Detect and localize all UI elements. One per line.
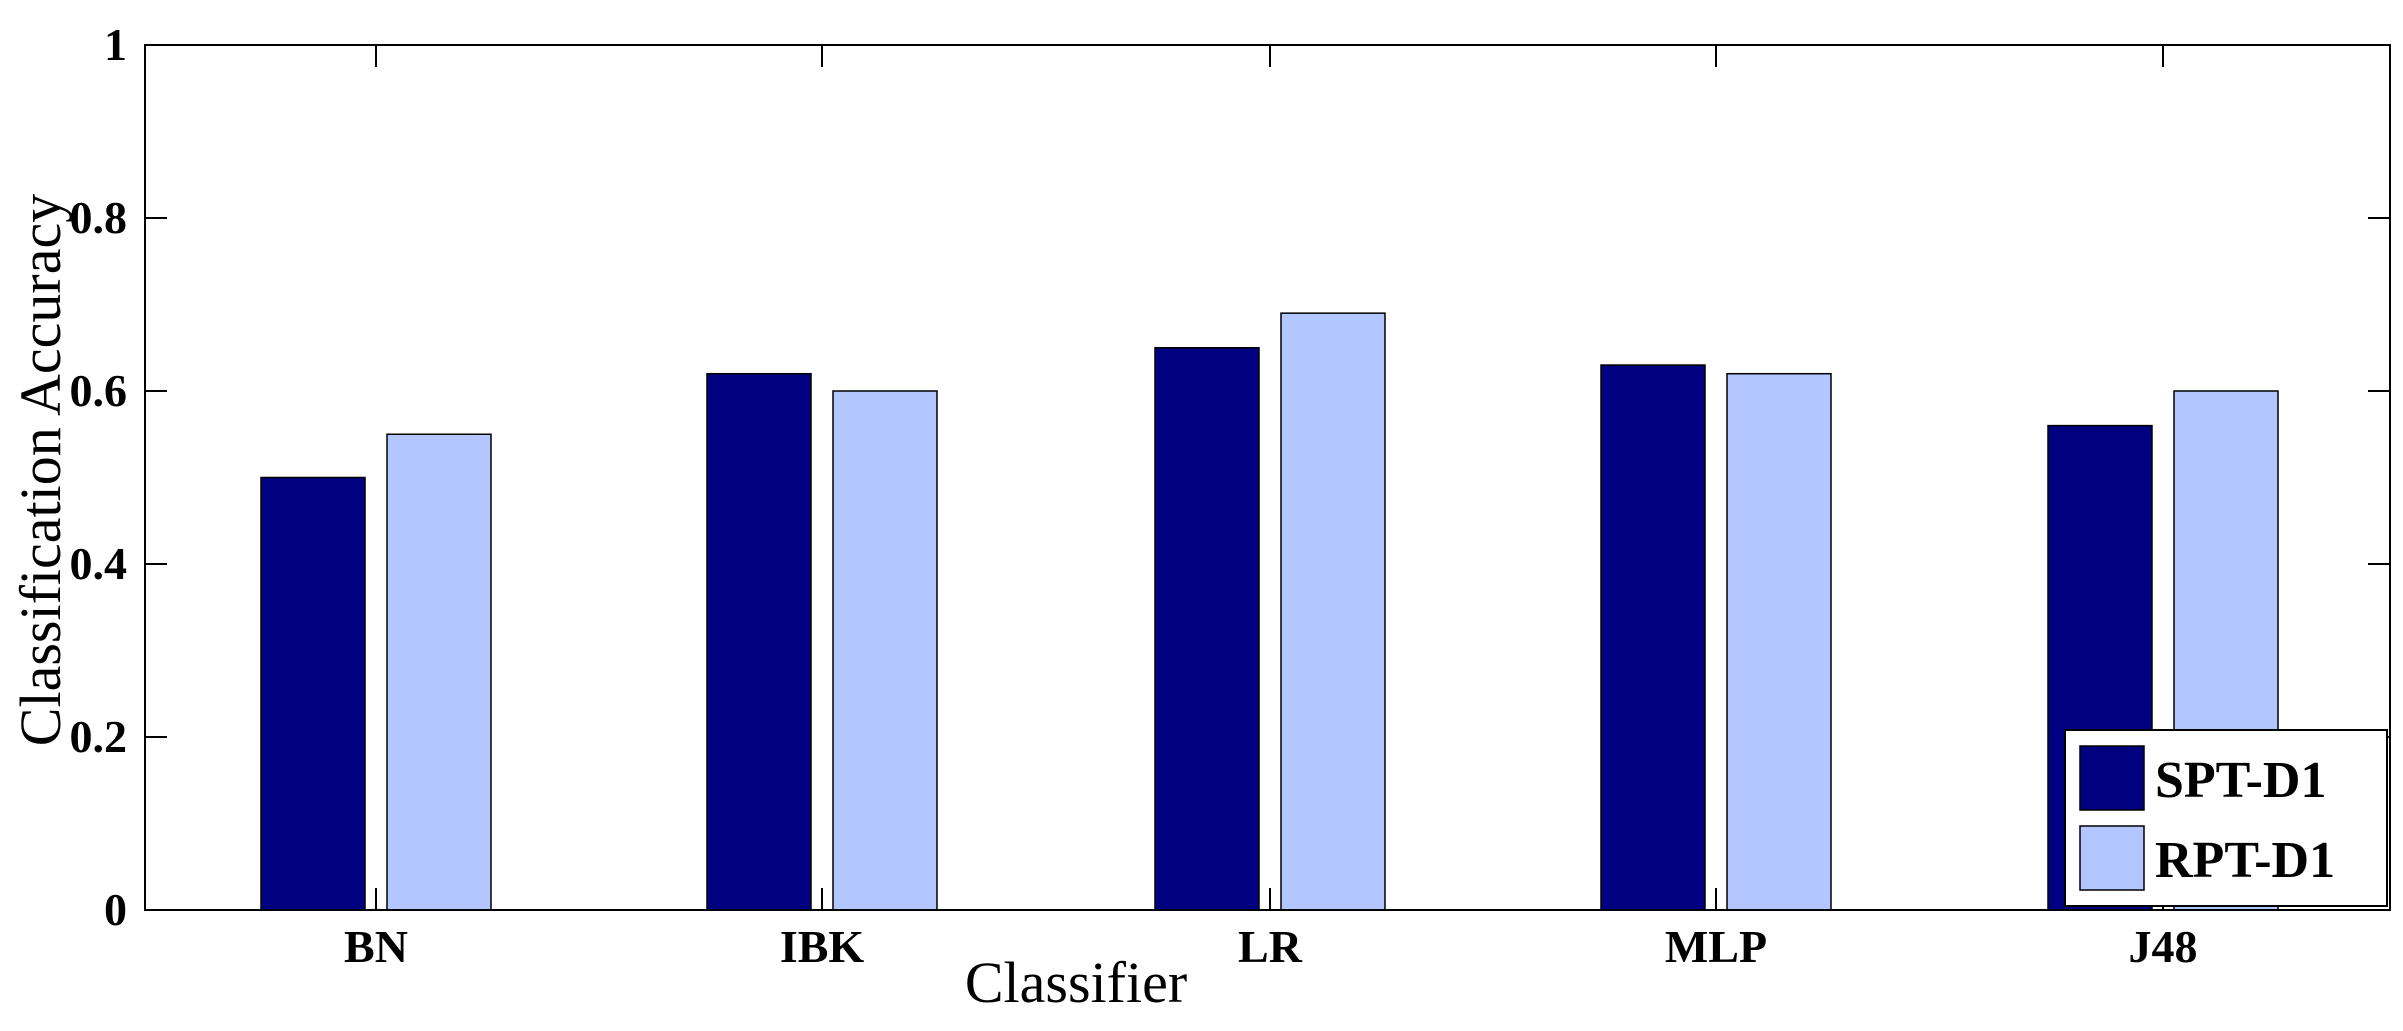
y-tick-label: 1 — [104, 19, 127, 70]
bar-rpt-d1-ibk — [832, 390, 938, 911]
y-axis-title: Classification Accuracy — [8, 194, 73, 746]
x-tick-labels: BN IBK LR MLP J48 — [344, 921, 2197, 972]
y-tick-label: 0.4 — [70, 538, 128, 589]
x-tick-label-j48: J48 — [2129, 921, 2198, 972]
legend: SPT-D1 RPT-D1 — [2064, 729, 2388, 907]
bar-spt-d1-ibk — [706, 372, 812, 911]
y-tick-label: 0.2 — [70, 711, 128, 762]
x-tick-label-ibk: IBK — [780, 921, 865, 972]
bar-spt-d1-bn — [260, 476, 366, 911]
legend-label-rpt-d1: RPT-D1 — [2155, 832, 2335, 889]
bar-spt-d1-lr — [1154, 347, 1260, 911]
x-tick-label-bn: BN — [344, 921, 408, 972]
y-tick-labels: 0 0.2 0.4 0.6 0.8 1 — [70, 19, 128, 935]
x-tick-label-lr: LR — [1238, 921, 1303, 972]
y-tick-label: 0 — [104, 884, 127, 935]
x-tick-label-mlp: MLP — [1665, 921, 1767, 972]
y-tick-label: 0.6 — [70, 365, 128, 416]
x-axis-title: Classifier — [965, 950, 1187, 1015]
bar-rpt-d1-bn — [386, 433, 492, 911]
legend-label-spt-d1: SPT-D1 — [2155, 752, 2326, 809]
plot-area — [145, 45, 2390, 910]
bar-spt-d1-mlp — [1600, 364, 1706, 911]
y-tick-label: 0.8 — [70, 192, 128, 243]
bar-rpt-d1-lr — [1280, 312, 1386, 911]
bar-rpt-d1-mlp — [1726, 372, 1832, 911]
plot-frame — [144, 44, 2391, 911]
legend-swatch-spt-d1 — [2079, 745, 2145, 811]
legend-swatch-rpt-d1 — [2079, 825, 2145, 891]
